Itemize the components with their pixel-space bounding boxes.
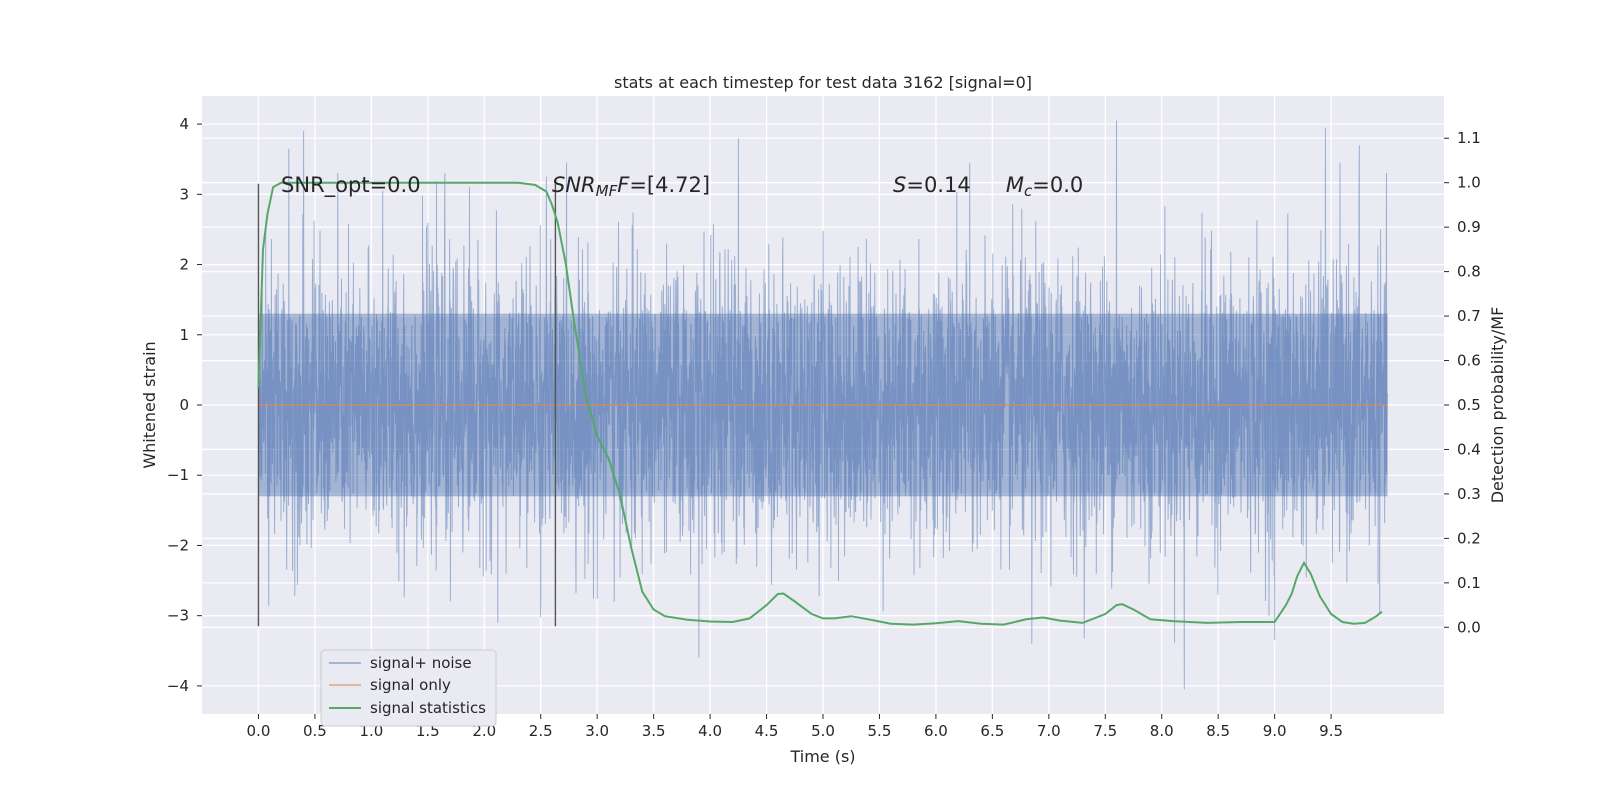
y2-tick-label: 0.5	[1457, 396, 1481, 414]
legend-label-noise: signal+ noise	[370, 654, 472, 672]
y-tick-label: −2	[167, 536, 189, 554]
y2-tick-label: 0.0	[1457, 618, 1481, 636]
x-tick-label: 9.5	[1319, 722, 1343, 740]
x-tick-label: 2.5	[529, 722, 553, 740]
x-axis-label: Time (s)	[789, 747, 855, 766]
y2-tick-label: 0.4	[1457, 440, 1481, 458]
y-tick-label: 4	[179, 115, 189, 133]
legend-box	[320, 649, 497, 727]
y2-tick-label: 0.8	[1457, 263, 1481, 281]
x-tick-label: 6.0	[924, 722, 948, 740]
y-axis-label: Whitened strain	[140, 341, 159, 468]
y2-tick-label: 0.3	[1457, 485, 1481, 503]
x-tick-label: 6.5	[980, 722, 1004, 740]
x-tick-label: 4.0	[698, 722, 722, 740]
y-axis-left: 4 3 2 1 0 −1 −2 −3 −4	[167, 115, 202, 695]
x-tick-label: 3.5	[642, 722, 666, 740]
y2-tick-label: 1.0	[1457, 174, 1481, 192]
x-tick-label: 5.5	[868, 722, 892, 740]
annotation-1: SNRMFF=[4.72]	[552, 173, 710, 200]
y2-tick-label: 0.1	[1457, 574, 1481, 592]
x-tick-label: 7.0	[1037, 722, 1061, 740]
vertical-markers	[257, 183, 557, 627]
annotation-3: Mc=0.0	[1006, 173, 1083, 200]
annotation-0: SNR_opt=0.0	[281, 173, 421, 198]
y2-tick-label: 0.7	[1457, 307, 1481, 325]
x-tick-label: 0.5	[303, 722, 327, 740]
x-tick-label: 4.5	[755, 722, 779, 740]
annotations: SNR_opt=0.0 SNRMFF=[4.72] S=0.14 Mc=0.0	[281, 173, 1083, 200]
x-tick-label: 3.0	[585, 722, 609, 740]
y-tick-label: 3	[179, 185, 189, 203]
x-tick-label: 8.0	[1150, 722, 1174, 740]
legend: signal+ noise signal only signal statist…	[320, 649, 497, 727]
x-tick-label: 7.5	[1093, 722, 1117, 740]
y2-tick-label: 0.6	[1457, 352, 1481, 370]
y2-tick-label: 0.9	[1457, 218, 1481, 236]
x-tick-label: 8.5	[1206, 722, 1230, 740]
x-tick-label: 5.0	[811, 722, 835, 740]
x-tick-label: 0.0	[247, 722, 271, 740]
x-tick-label: 9.0	[1263, 722, 1287, 740]
y-axis-right: 1.1 1.0 0.9 0.8 0.7 0.6 0.5 0.4 0.3 0.2 0.1 0.0	[1444, 129, 1481, 636]
y-tick-label: 0	[179, 396, 189, 414]
y-tick-label: 1	[179, 326, 189, 344]
y2-axis-label: Detection probability/MF	[1488, 307, 1507, 504]
y-tick-label: −4	[167, 677, 189, 695]
y-tick-label: −1	[167, 466, 189, 484]
y2-tick-label: 1.1	[1457, 129, 1481, 147]
chart-title: stats at each timestep for test data 316…	[614, 73, 1032, 92]
y2-tick-label: 0.2	[1457, 529, 1481, 547]
y-tick-label: −3	[167, 607, 189, 625]
legend-label-signal: signal only	[370, 676, 451, 694]
annotation-2: S=0.14	[893, 173, 971, 197]
signal-noise-trace	[258, 120, 1388, 690]
signal-statistics-line	[257, 181, 1383, 626]
y-tick-label: 2	[179, 256, 189, 274]
legend-label-stats: signal statistics	[370, 699, 486, 717]
x-axis: 0.0 0.5 1.0 1.5 2.0 2.5 3.0 3.5 4.0 4.5 5.0 5.5 6.0 6…	[247, 714, 1343, 740]
